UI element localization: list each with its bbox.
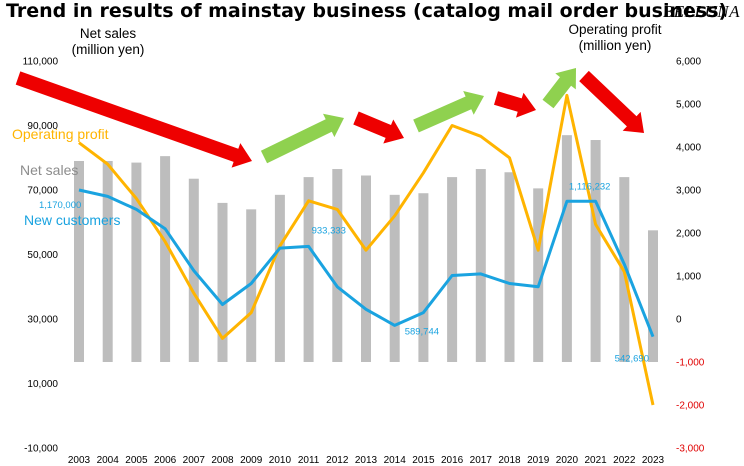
x-axis-tick-label: 2022	[613, 455, 636, 466]
net-sales-bar	[590, 140, 601, 362]
right-axis-tick-label: -3,000	[676, 444, 705, 455]
x-axis-tick-label: 2010	[269, 455, 292, 466]
net-sales-bar	[648, 230, 658, 362]
net-sales-bar	[504, 172, 515, 362]
right-axis-tick-label: 6,000	[676, 57, 701, 68]
net-sales-bar	[447, 177, 458, 362]
x-axis-tick-label: 2017	[470, 455, 493, 466]
chart-title: Trend in results of mainstay business (c…	[6, 0, 728, 22]
left-axis-tick-label: 30,000	[27, 315, 58, 326]
right-axis-tick-label: 1,000	[676, 272, 701, 283]
left-axis-title: Net sales (million yen)	[58, 26, 158, 58]
x-axis-tick-label: 2023	[642, 455, 665, 466]
new-customers-label: New customers	[24, 212, 121, 228]
trend-arrow-down	[579, 70, 644, 133]
left-axis-title-line1: Net sales	[79, 26, 137, 41]
trend-arrow-up	[542, 68, 576, 109]
trend-arrow-down	[353, 111, 404, 144]
trend-arrow-down	[494, 91, 536, 118]
trend-arrow-up	[413, 91, 484, 133]
x-axis-tick-label: 2014	[384, 455, 407, 466]
right-axis-title-line1: Operating profit	[568, 22, 662, 37]
new-customers-data-label: 1,116,232	[569, 181, 611, 192]
x-axis-tick-label: 2005	[125, 455, 148, 466]
trend-arrow-up	[260, 113, 344, 164]
net-sales-bar	[74, 160, 84, 362]
operating-profit-line	[78, 93, 655, 406]
new-customers-data-label: 1,170,000	[39, 200, 81, 211]
net-sales-bar	[561, 135, 572, 362]
right-axis-tick-label: -1,000	[676, 358, 705, 369]
net-sales-bar	[361, 175, 371, 362]
net-sales-bar	[246, 209, 257, 362]
new-customers-data-label: 542,690	[615, 354, 649, 365]
left-axis-tick-label: 70,000	[27, 186, 58, 197]
right-axis-tick-label: -2,000	[676, 401, 705, 412]
left-axis-tick-label: 90,000	[27, 121, 58, 132]
x-axis-tick-label: 2016	[441, 455, 464, 466]
x-axis-tick-label: 2020	[556, 455, 579, 466]
x-axis-tick-label: 2007	[183, 455, 206, 466]
right-axis-tick-label: 2,000	[676, 229, 701, 240]
net-sales-bar	[160, 156, 171, 362]
net-sales-bar	[102, 160, 113, 362]
right-axis-tick-label: 0	[676, 315, 682, 326]
net-sales-label: Net sales	[20, 162, 79, 178]
net-sales-bar	[418, 193, 429, 362]
net-sales-bar	[274, 194, 285, 362]
x-axis-tick-label: 2015	[412, 455, 435, 466]
right-axis-tick-label: 5,000	[676, 100, 701, 111]
x-axis-tick-label: 2018	[498, 455, 521, 466]
x-axis-tick-label: 2009	[240, 455, 263, 466]
x-axis-tick-label: 2019	[527, 455, 550, 466]
left-axis-tick-label: 50,000	[27, 250, 58, 261]
net-sales-bar	[131, 162, 142, 362]
right-axis-title: Operating profit (million yen)	[550, 22, 680, 54]
new-customers-line	[78, 188, 655, 338]
x-axis-tick-label: 2008	[211, 455, 234, 466]
x-axis-tick-label: 2003	[68, 455, 91, 466]
net-sales-bar	[475, 169, 486, 362]
net-sales-bar	[389, 194, 400, 362]
net-sales-bar	[217, 202, 228, 362]
left-axis-title-line2: (million yen)	[71, 42, 145, 57]
x-axis-tick-label: 2012	[326, 455, 349, 466]
x-axis-tick-label: 2013	[355, 455, 378, 466]
new-customers-data-label: 589,744	[405, 326, 439, 337]
x-axis-tick-label: 2006	[154, 455, 177, 466]
brand-logo: BELLUNA	[662, 2, 740, 21]
x-axis-tick-label: 2011	[298, 455, 320, 466]
trend-arrow-down	[15, 71, 253, 168]
operating-profit-label: Operating profit	[12, 126, 109, 142]
left-axis-tick-label: -10,000	[24, 444, 58, 455]
x-axis-tick-label: 2021	[584, 455, 607, 466]
net-sales-bar	[332, 169, 343, 362]
net-sales-bar	[303, 177, 314, 362]
left-axis-tick-label: 10,000	[27, 379, 58, 390]
x-axis-tick-label: 2004	[97, 455, 120, 466]
new-customers-data-label: 933,333	[312, 225, 346, 236]
right-axis-tick-label: 4,000	[676, 143, 701, 154]
right-axis-tick-label: 3,000	[676, 186, 701, 197]
left-axis-tick-label: 110,000	[23, 57, 59, 68]
net-sales-bar	[533, 188, 544, 362]
right-axis-title-line2: (million yen)	[578, 38, 652, 53]
